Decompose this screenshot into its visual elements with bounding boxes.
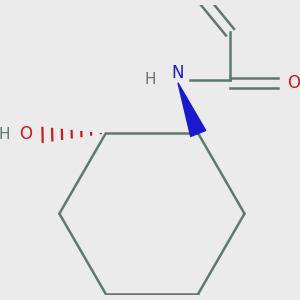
Polygon shape [178,83,206,136]
Text: O: O [287,74,300,92]
Text: N: N [172,64,184,82]
Text: H: H [0,127,10,142]
Text: O: O [20,125,33,143]
Text: H: H [145,73,156,88]
